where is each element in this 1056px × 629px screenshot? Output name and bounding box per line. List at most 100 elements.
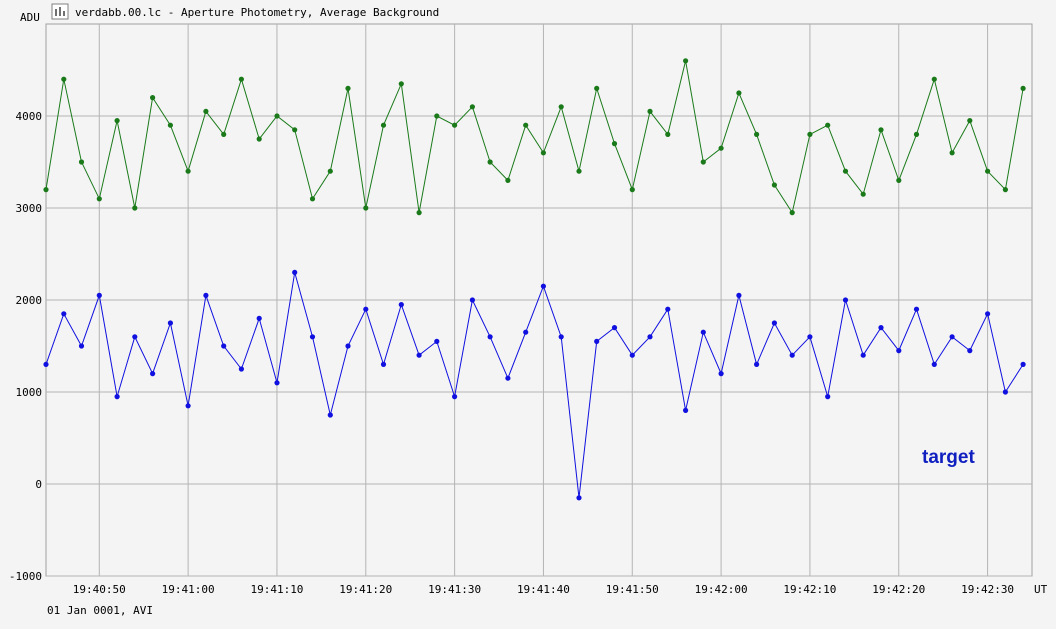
x-tick-label: 19:41:40 [517,583,570,596]
series-line [45,60,1024,214]
x-tick-label: 19:42:30 [961,583,1014,596]
data-point [327,412,333,418]
data-point [114,118,120,124]
data-point [736,292,742,298]
data-point [629,352,635,358]
data-point [771,320,778,326]
chart-title: verdabb.00.lc - Aperture Photometry, Ave… [75,6,439,19]
grid-lines [46,24,1032,577]
data-point [611,325,618,331]
data-point [842,297,849,303]
data-point [363,205,369,211]
data-point [629,187,635,193]
data-point [1020,361,1026,367]
data-point [665,131,671,137]
data-point [842,168,849,174]
data-point [434,338,440,344]
data-point [878,325,884,331]
data-point [221,131,227,137]
data-point [203,108,209,114]
data-point [949,334,955,340]
data-point [416,210,422,216]
footer-date-text: 01 Jan 0001, AVI [47,604,153,617]
data-point [380,122,387,128]
data-point [256,315,262,321]
data-point [363,306,369,312]
series-line [45,272,1024,498]
data-point [203,292,209,298]
data-point [1020,85,1026,91]
data-point [985,168,991,174]
data-point [309,334,316,340]
data-point [292,269,298,275]
data-point [718,371,724,377]
data-point [43,187,49,193]
data-point [540,283,547,289]
data-point [807,131,813,137]
data-point [150,371,156,377]
data-point [558,104,564,110]
data-point [647,108,653,114]
data-point [327,168,333,174]
data-point [274,380,280,386]
data-point [469,297,475,303]
x-tick-label: 19:40:50 [73,583,126,596]
data-point [452,394,458,400]
data-point [771,182,778,188]
y-tick-label: 1000 [16,386,43,399]
data-point [700,329,706,335]
data-point [469,104,475,110]
data-point [416,352,422,358]
data-point [132,205,138,211]
data-point [576,495,582,501]
data-point [487,334,493,340]
data-point [523,122,529,128]
data-point [132,334,138,340]
data-point [238,76,244,82]
x-tick-label: 19:41:00 [162,583,215,596]
data-point [61,76,67,82]
y-axis-label: ADU [20,11,40,24]
x-tick-labels: 19:40:50 19:41:00 19:41:10 19:41:20 19:41:30… [73,583,1014,596]
chart-header: verdabb.00.lc - Aperture Photometry, Ave… [51,3,439,20]
data-point [807,334,813,340]
data-point [860,352,866,358]
data-point [150,95,156,101]
data-point [825,394,831,400]
y-tick-label: -1000 [9,570,42,583]
x-tick-label: 19:41:10 [250,583,303,596]
data-point [274,113,280,119]
data-point [1002,187,1009,193]
data-point [96,196,102,202]
data-point [754,131,760,137]
data-point [754,361,760,367]
data-point [167,320,173,326]
y-tick-labels: -1000 0 1000 2000 3000 4000 [9,110,42,583]
data-point [611,141,618,147]
x-tick-label: 19:41:30 [428,583,481,596]
data-point [540,150,547,156]
data-point [931,76,937,82]
data-point [967,118,973,124]
data-point [558,334,564,340]
y-tick-label: 3000 [16,202,43,215]
data-point [949,150,955,156]
data-point [114,394,120,400]
data-point [256,136,262,142]
data-point [167,122,173,128]
x-tick-label: 19:41:20 [339,583,392,596]
data-point [398,81,404,87]
data-point [345,343,351,349]
x-tick-label: 19:42:00 [695,583,748,596]
lightcurve-app-icon [51,3,69,20]
data-point [523,329,529,335]
data-point [860,191,866,197]
data-point [718,145,724,151]
data-point [665,306,671,312]
data-point [398,302,404,308]
data-point [505,177,511,183]
data-point [221,343,227,349]
data-point [825,122,831,128]
data-point [505,375,511,381]
